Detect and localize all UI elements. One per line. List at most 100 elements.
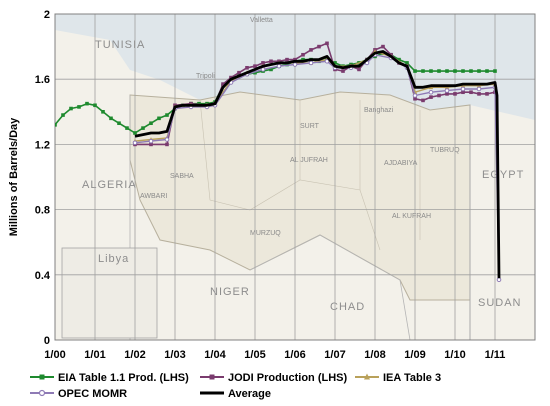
data-point [469, 90, 473, 95]
data-point [77, 105, 81, 109]
legend-label: IEA Table 3 [383, 372, 441, 384]
x-tick-label: 1/03 [164, 349, 185, 361]
y-axis-ticks: 0 0.4 0.8 1.2 1.6 2 [35, 9, 51, 347]
data-point [141, 126, 145, 130]
data-point [221, 82, 225, 86]
series-average [134, 50, 501, 279]
data-point [125, 126, 129, 130]
map-label-tubruq: TUBRUQ [430, 147, 460, 154]
data-point [412, 93, 418, 98]
data-point [461, 69, 465, 73]
data-point [132, 140, 138, 146]
map-label-al-jufrah: AL JUFRAH [290, 157, 328, 164]
map-label-surt: SURT [300, 123, 320, 130]
data-point [292, 62, 298, 67]
data-point [413, 96, 417, 101]
x-axis-ticks: 1/00 1/01 1/02 1/03 1/04 1/05 1/06 1/07 1/08 1/09… [44, 349, 505, 361]
x-tick-label: 1/05 [244, 349, 265, 361]
data-point [429, 95, 433, 99]
data-point [253, 64, 257, 68]
data-point [405, 61, 409, 65]
data-point [261, 61, 265, 65]
data-point [301, 52, 305, 57]
data-point [421, 69, 425, 73]
x-tick-label: 1/01 [84, 349, 105, 361]
data-point [253, 70, 257, 75]
data-point [269, 67, 273, 72]
data-point [428, 89, 434, 95]
data-point [165, 113, 169, 117]
plot-border [54, 13, 536, 341]
data-point [421, 98, 425, 103]
legend-item: JODI Production (LHS) [200, 372, 348, 384]
legend-item: OPEC MOMR [30, 388, 127, 400]
data-point [413, 69, 417, 73]
data-point [444, 88, 450, 93]
data-point [157, 116, 161, 121]
data-point [496, 277, 502, 282]
legend-item: EIA Table 1.1 Prod. (LHS) [30, 372, 189, 384]
y-tick-label: 1.2 [35, 139, 50, 151]
x-tick-label: 1/04 [204, 349, 226, 361]
map-text-layer: TUNISIA ALGERIA AL JUFRAH MURZUQ NIGER CHAD SU… [82, 17, 524, 313]
data-point [301, 57, 305, 62]
legend-label: OPEC MOMR [58, 388, 127, 400]
map-label-algeria: ALGERIA [82, 179, 137, 191]
x-tick-label: 1/02 [124, 349, 145, 361]
legend-label: EIA Table 1.1 Prod. (LHS) [58, 372, 189, 384]
data-point [397, 57, 401, 62]
y-tick-label: 1.6 [35, 74, 50, 86]
map-label-al-kufrah: AL KUFRAH [392, 213, 431, 220]
data-point [165, 142, 169, 147]
y-tick-label: 0.8 [35, 205, 50, 217]
data-point [485, 69, 489, 73]
legend-label: Average [228, 388, 271, 400]
legend: EIA Table 1.1 Prod. (LHS) JODI Production… [30, 372, 441, 400]
legend-label: JODI Production (LHS) [228, 372, 348, 384]
map-label-ajdabiya: AJDABIYA [384, 160, 418, 167]
data-point [133, 131, 137, 135]
data-point [245, 65, 249, 70]
data-point [325, 41, 329, 46]
series-opec-momr [132, 52, 502, 282]
y-tick-label: 0 [44, 335, 50, 347]
data-point [164, 137, 170, 142]
y-axis-title: Millions of Barrels/Day [8, 117, 20, 236]
data-point [117, 121, 121, 126]
data-point [269, 59, 273, 64]
x-tick-label: 1/11 [485, 349, 506, 361]
data-point [101, 110, 105, 114]
y-tick-label: 2 [44, 9, 50, 21]
legend-marker [38, 389, 46, 397]
x-tick-label: 1/10 [444, 349, 465, 361]
data-point [149, 121, 153, 126]
data-point [477, 69, 481, 73]
map-label-banghazi: Banghazi [364, 107, 394, 114]
map-label-egypt: EGYPT [482, 169, 524, 181]
map-label-tripoli: Tripoli [196, 73, 215, 80]
data-point [69, 106, 73, 111]
data-point [445, 92, 449, 96]
legend-item: IEA Table 3 [355, 372, 441, 384]
x-tick-label: 1/06 [284, 349, 305, 361]
map-label-sabha: SABHA [170, 173, 194, 180]
data-point [437, 69, 441, 73]
data-point [285, 57, 289, 62]
legend-marker [39, 374, 45, 380]
map-label-murzuq: MURZUQ [250, 230, 281, 237]
map-label-chad: CHAD [330, 301, 365, 313]
legend-item: Average [200, 388, 271, 400]
map-label-tunisia: TUNISIA [95, 39, 145, 51]
data-point [453, 92, 457, 96]
x-tick-label: 1/09 [404, 349, 425, 361]
map-label-awbari: AWBARI [140, 193, 167, 200]
data-point [93, 103, 97, 108]
data-point [453, 69, 457, 73]
data-point [293, 57, 297, 62]
data-point [429, 69, 433, 73]
data-point [477, 92, 481, 96]
data-point [309, 48, 313, 52]
legend-marker [209, 374, 215, 380]
map-label-valletta: Valletta [250, 17, 273, 24]
